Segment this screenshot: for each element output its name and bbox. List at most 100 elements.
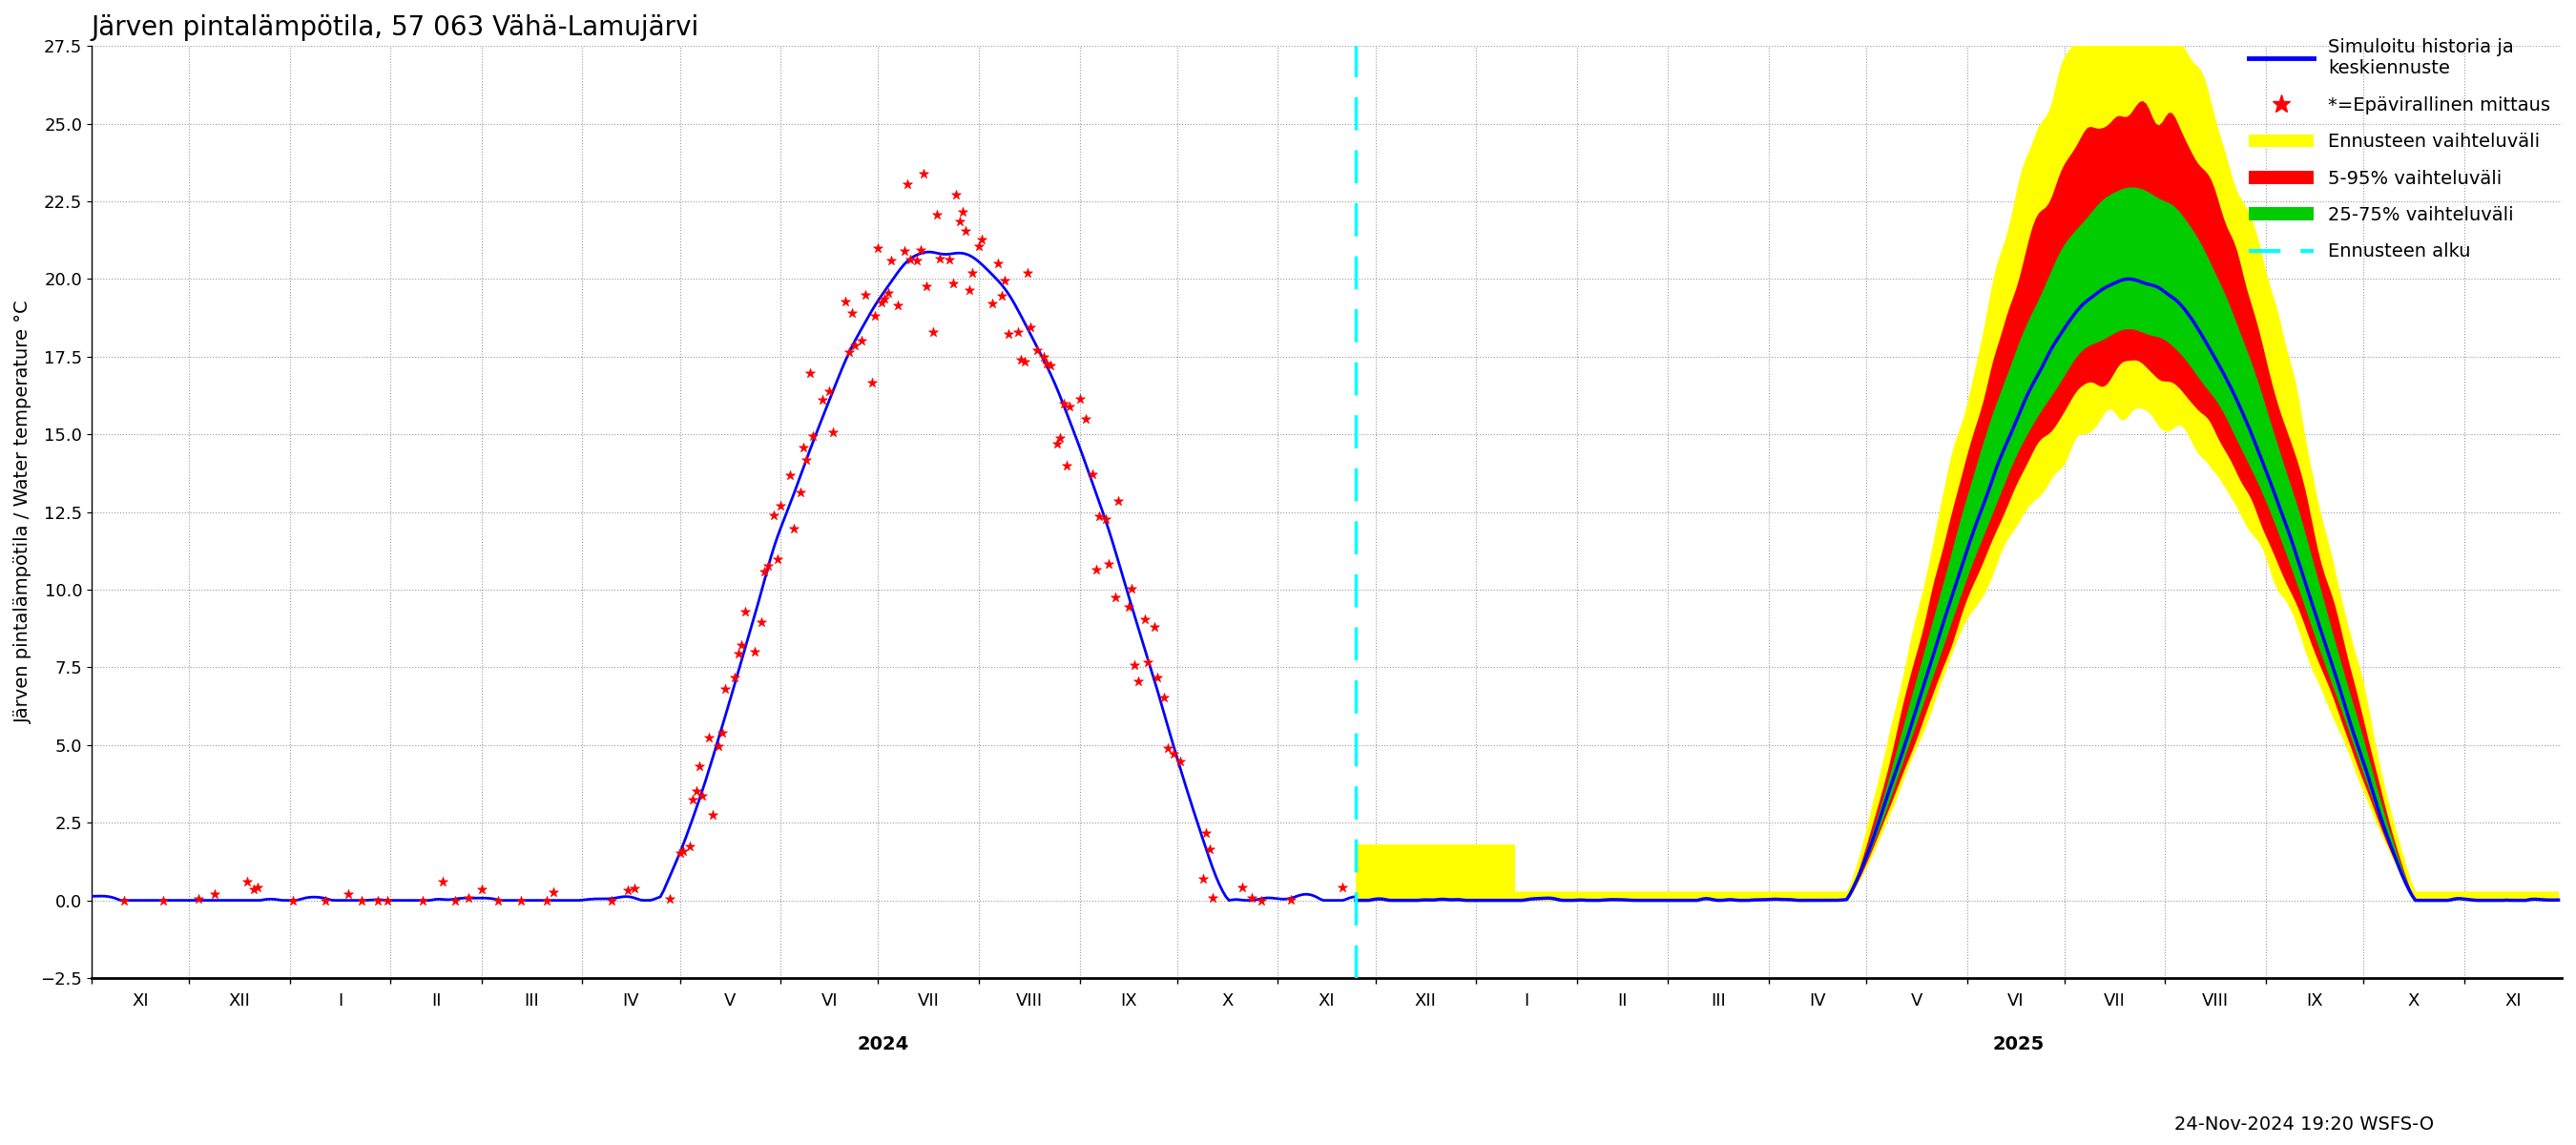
Point: [706, 680, 747, 698]
Point: [948, 281, 989, 299]
Text: XII: XII: [1414, 992, 1437, 1009]
Point: [858, 239, 899, 258]
Point: [835, 335, 876, 354]
Point: [871, 251, 912, 269]
Point: [920, 250, 961, 268]
Point: [899, 240, 940, 259]
Point: [304, 891, 345, 909]
Point: [868, 284, 909, 302]
Point: [1025, 354, 1066, 372]
Point: [961, 230, 1002, 248]
Point: [933, 274, 974, 292]
Text: II: II: [430, 992, 440, 1009]
Point: [981, 286, 1023, 305]
Point: [1048, 397, 1090, 416]
Text: V: V: [1911, 992, 1922, 1009]
Point: [721, 635, 762, 654]
Text: IX: IX: [2306, 992, 2324, 1009]
Point: [237, 878, 278, 897]
Point: [698, 737, 739, 756]
Point: [1242, 891, 1283, 909]
Point: [1108, 598, 1149, 616]
Point: [757, 550, 799, 568]
Text: X: X: [1221, 992, 1234, 1009]
Point: [760, 496, 801, 514]
Point: [590, 891, 631, 909]
Point: [613, 878, 654, 897]
Point: [863, 290, 904, 308]
Point: [786, 451, 827, 469]
Point: [773, 520, 814, 538]
Point: [1087, 555, 1128, 574]
Point: [526, 891, 567, 909]
Point: [886, 175, 927, 194]
Point: [987, 325, 1028, 344]
Point: [1270, 890, 1311, 908]
Point: [103, 891, 144, 909]
Text: III: III: [1710, 992, 1726, 1009]
Point: [1321, 878, 1363, 897]
Point: [811, 423, 853, 441]
Point: [876, 297, 917, 315]
Point: [832, 303, 873, 322]
Point: [845, 286, 886, 305]
Point: [659, 844, 701, 862]
Text: VII: VII: [917, 992, 940, 1009]
Text: II: II: [1618, 992, 1628, 1009]
Point: [477, 891, 518, 909]
Point: [402, 891, 443, 909]
Point: [1066, 410, 1108, 428]
Point: [999, 350, 1041, 369]
Point: [701, 724, 742, 742]
Point: [1059, 389, 1100, 408]
Point: [907, 277, 948, 295]
Y-axis label: Järven pintalämpötila / Water temperature °C: Järven pintalämpötila / Water temperatur…: [15, 300, 33, 724]
Point: [227, 872, 268, 891]
Point: [752, 506, 793, 524]
Point: [608, 882, 649, 900]
Point: [193, 885, 234, 903]
Point: [958, 237, 999, 255]
Point: [917, 206, 958, 224]
Point: [945, 222, 987, 240]
Text: 2025: 2025: [1994, 1035, 2045, 1053]
Point: [1136, 669, 1177, 687]
Text: I: I: [1525, 992, 1530, 1009]
Point: [935, 185, 976, 204]
Point: [693, 806, 734, 824]
Point: [1182, 869, 1224, 887]
Point: [675, 782, 716, 800]
Point: [1115, 656, 1157, 674]
Point: [533, 883, 574, 901]
Point: [1079, 507, 1121, 526]
Point: [461, 879, 502, 898]
Point: [1084, 510, 1126, 528]
Point: [824, 293, 866, 311]
Point: [1097, 492, 1139, 511]
Point: [683, 787, 724, 805]
Point: [1005, 353, 1046, 371]
Point: [747, 556, 788, 575]
Point: [744, 562, 786, 581]
Point: [234, 881, 276, 899]
Point: [719, 645, 760, 663]
Point: [1118, 672, 1159, 690]
Point: [662, 842, 703, 860]
Point: [997, 323, 1038, 341]
Text: VII: VII: [2105, 992, 2125, 1009]
Text: 24-Nov-2024 19:20 WSFS-O: 24-Nov-2024 19:20 WSFS-O: [2174, 1115, 2434, 1134]
Point: [677, 757, 719, 775]
Point: [714, 668, 755, 686]
Point: [1030, 356, 1072, 374]
Point: [340, 891, 381, 909]
Point: [422, 872, 464, 891]
Point: [850, 373, 891, 392]
Point: [1041, 429, 1082, 448]
Text: VIII: VIII: [2202, 992, 2228, 1009]
Point: [943, 203, 984, 221]
Text: XI: XI: [2504, 992, 2522, 1009]
Text: 2024: 2024: [858, 1035, 909, 1053]
Point: [435, 891, 477, 909]
Point: [951, 264, 992, 283]
Text: IX: IX: [1121, 992, 1136, 1009]
